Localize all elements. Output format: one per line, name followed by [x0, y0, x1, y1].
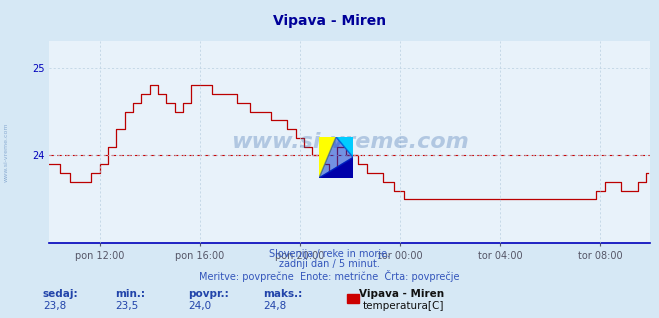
Text: Vipava - Miren: Vipava - Miren [273, 14, 386, 28]
Polygon shape [319, 137, 336, 178]
Polygon shape [319, 157, 353, 178]
Text: www.si-vreme.com: www.si-vreme.com [4, 123, 9, 183]
Text: povpr.:: povpr.: [188, 289, 229, 299]
Text: zadnji dan / 5 minut.: zadnji dan / 5 minut. [279, 259, 380, 269]
Text: temperatura[C]: temperatura[C] [362, 301, 444, 310]
Text: www.si-vreme.com: www.si-vreme.com [231, 132, 469, 152]
Text: 24,0: 24,0 [188, 301, 211, 311]
Text: Meritve: povprečne  Enote: metrične  Črta: povprečje: Meritve: povprečne Enote: metrične Črta:… [199, 270, 460, 282]
Text: min.:: min.: [115, 289, 146, 299]
Text: sedaj:: sedaj: [43, 289, 78, 299]
Text: 23,5: 23,5 [115, 301, 138, 311]
Text: 24,8: 24,8 [264, 301, 287, 311]
Polygon shape [336, 137, 353, 157]
Text: Vipava - Miren: Vipava - Miren [359, 289, 444, 299]
Text: maks.:: maks.: [264, 289, 303, 299]
Polygon shape [319, 137, 353, 178]
Text: 23,8: 23,8 [43, 301, 66, 311]
Text: Slovenija / reke in morje.: Slovenija / reke in morje. [269, 249, 390, 259]
